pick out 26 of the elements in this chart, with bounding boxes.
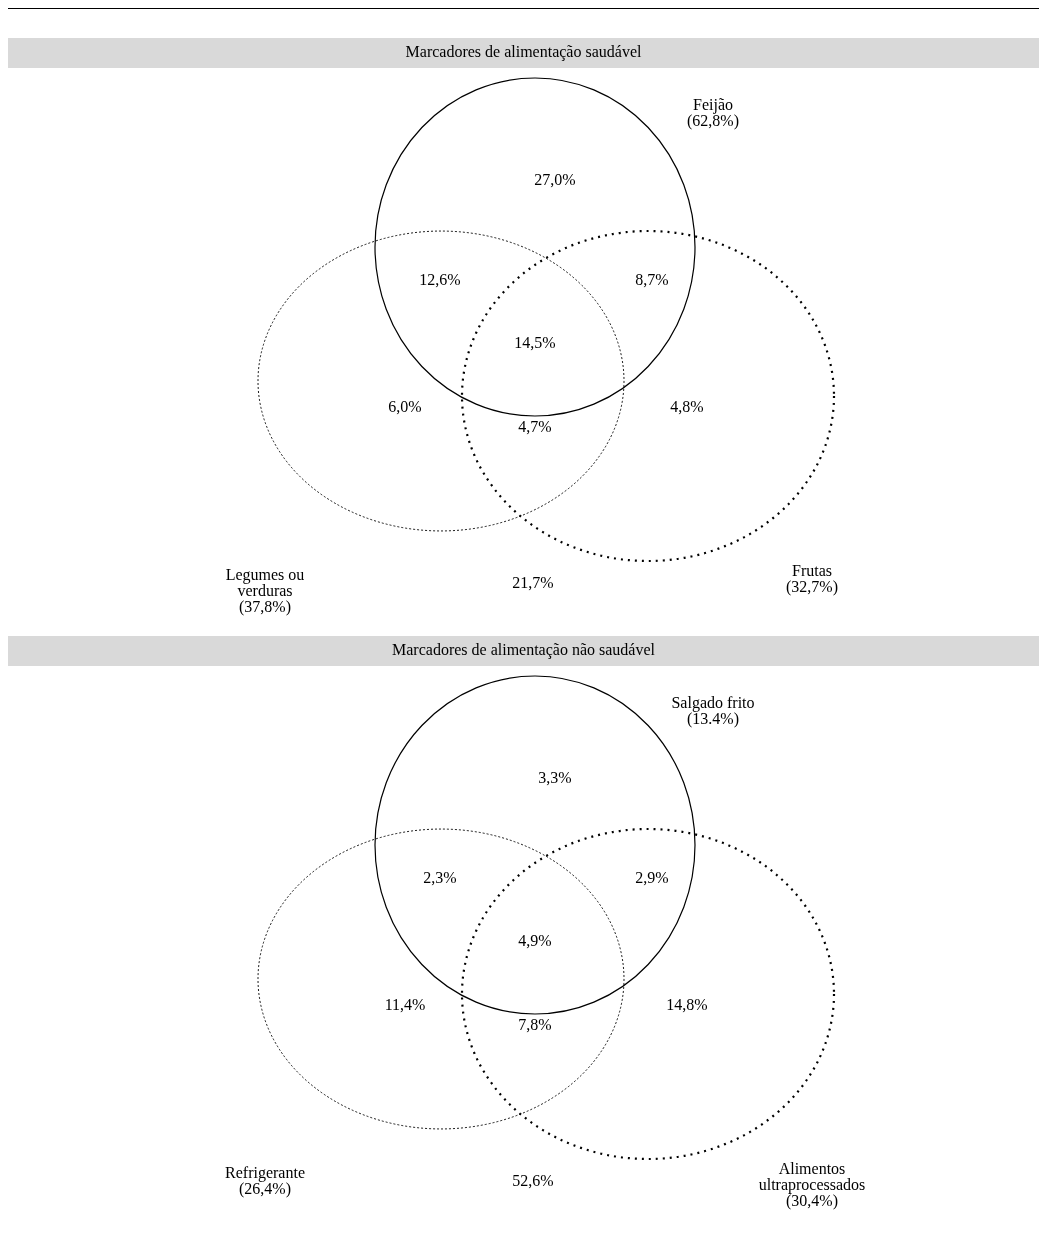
text: 4,7% [518,418,552,436]
text: Marcadores de alimentação saudável [405,43,642,62]
text: 14,8% [666,996,708,1014]
category-label: Refrigerante [225,1164,305,1183]
text: 12,6% [419,271,461,289]
text: 4,9% [518,932,552,950]
category-label: Alimentos ultraprocessados [758,1160,866,1195]
category-label: Legumes ou verduras [225,566,305,600]
text: 27,0% [534,171,576,189]
text: 7,8% [518,1016,552,1034]
text: 21,7% [512,574,554,592]
text: 6,0% [388,398,422,416]
data-label: (32,7%) [786,578,838,597]
text: 3,3% [538,769,572,787]
text: 8,7% [635,271,669,289]
category-label: Feijão [693,96,733,115]
category-label: Salgado frito [671,694,755,713]
text: Marcadores de alimentação não saudável [392,641,656,660]
category-label: Frutas [792,562,832,580]
text: 11,4% [384,996,426,1014]
text: 2,3% [423,869,457,887]
data-label: (37,8%) [239,598,291,617]
text: 52,6% [512,1172,554,1190]
text: 14,5% [514,334,556,352]
text: 2,9% [635,869,669,887]
text: 4,8% [670,398,704,416]
